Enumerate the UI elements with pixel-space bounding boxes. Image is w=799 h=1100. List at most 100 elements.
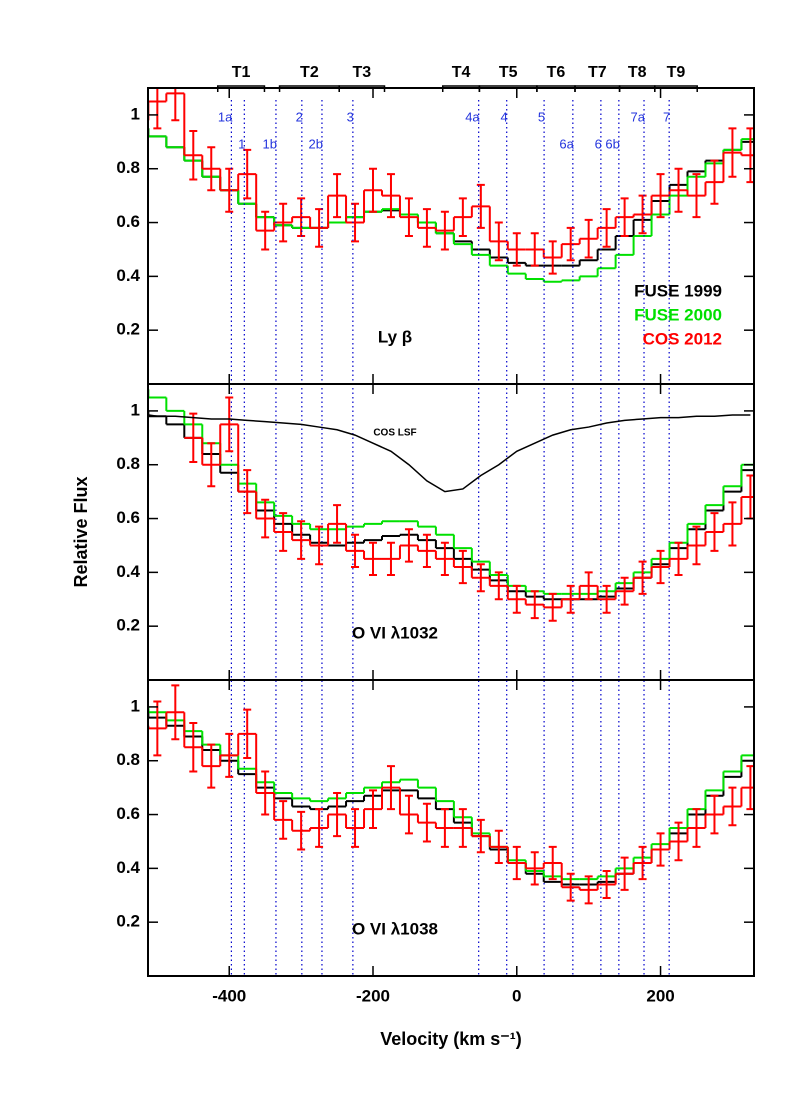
error-bar [710,512,719,552]
error-bar [207,146,216,192]
component-label: 1b [262,136,276,151]
error-bar [566,226,575,262]
component-label: 2 [296,109,303,124]
error-bar [638,194,647,235]
error-bar [602,870,611,899]
error-bar [530,232,539,267]
y-tick-label: 0.6 [116,508,140,527]
component-label: 6b [605,136,619,151]
error-bar [602,584,611,614]
range-label: T1 [232,64,251,81]
y-tick-label: 1 [131,104,140,123]
x-tick-label: -200 [356,986,390,1005]
error-bar [584,218,593,259]
range-label: T7 [588,64,607,81]
component-label: 4a [465,109,480,124]
error-bar [494,571,503,601]
error-bar [692,808,701,848]
error-bar [297,810,306,851]
error-bar [620,856,629,891]
error-bar [584,875,593,905]
y-tick-label: 0.6 [116,212,140,231]
y-tick-label: 0.8 [116,454,140,473]
error-bar [422,802,431,843]
panel-label: O VI λ1032 [352,623,438,642]
range-label: T4 [452,64,471,81]
error-bar [404,528,413,563]
y-tick-label: 0.2 [116,320,140,339]
plot-area [148,684,754,905]
error-bar [261,210,270,251]
error-bar [566,872,575,902]
error-bar [440,808,449,848]
error-bar [674,541,683,577]
error-bar [297,197,306,237]
error-bar [333,504,342,544]
legend-entry: FUSE 1999 [634,281,722,300]
panel-frame [147,679,755,977]
lsf-line [148,414,751,493]
legend-entry: COS 2012 [643,329,722,348]
error-bar [476,563,485,593]
error-bar [458,549,467,585]
error-bar [728,127,737,178]
error-bar [710,159,719,205]
error-bar [369,541,378,577]
error-bar [530,590,539,620]
error-bar [548,845,557,881]
error-bar [602,208,611,248]
error-bar [225,732,234,778]
y-tick-label: 0.4 [116,562,140,581]
error-bar [440,541,449,577]
panel-label: O VI λ1038 [352,919,438,938]
error-bar [386,541,395,577]
error-bar [369,789,378,829]
error-bar [458,808,467,848]
component-label: 6a [559,136,574,151]
error-bar [656,173,665,219]
error-bar [494,221,503,262]
lsf-label: COS LSF [373,428,416,439]
error-bar [656,549,665,585]
range-label: T3 [353,64,372,81]
x-tick-label: -400 [212,986,246,1005]
error-bar [674,167,683,213]
error-bar [243,469,252,515]
error-bar [207,743,216,789]
error-bar [171,684,180,741]
error-bar [243,708,252,760]
component-label: 7a [631,109,646,124]
error-bar [153,88,162,130]
y-axis-label: Relative Flux [71,476,91,587]
x-tick-label: 0 [512,986,521,1005]
error-bar [351,533,360,568]
error-bar [710,794,719,835]
error-bar [512,584,521,614]
error-bar [369,167,378,213]
x-axis-label: Velocity (km s⁻¹) [380,1029,522,1049]
error-bar [530,851,539,886]
y-tick-label: 1 [131,696,140,715]
range-label: T9 [667,64,686,81]
plot-area [148,388,754,622]
panel-label: Ly β [378,327,412,346]
range-label: T5 [499,64,518,81]
error-bar [404,197,413,237]
error-bar [333,173,342,219]
component-label: 2b [308,136,322,151]
error-bar [638,845,647,881]
error-bar [440,210,449,251]
error-bar [333,792,342,838]
error-bar [584,571,593,601]
component-label: 1 [238,136,245,151]
plot-area [148,88,754,283]
error-bar [548,240,557,275]
error-bar [422,533,431,568]
error-bar [225,396,234,453]
error-bar [189,412,198,464]
error-bar [189,130,198,181]
error-bar [566,584,575,614]
error-bar [297,520,306,560]
error-bar [476,818,485,854]
